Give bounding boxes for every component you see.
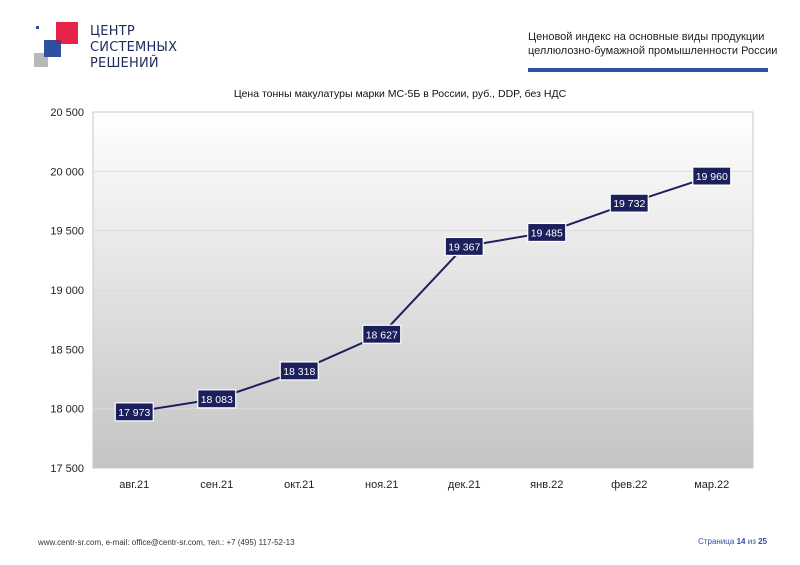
data-label-text: 18 318 (283, 366, 315, 378)
page-of: из (747, 537, 756, 546)
logo-overlap (56, 40, 61, 44)
page-indicator: Страница 14 из 25 (698, 537, 767, 546)
data-point-label: 19 732 (609, 193, 649, 213)
data-label-text: 19 367 (448, 241, 480, 253)
data-label-box (444, 236, 484, 257)
data-point-label: 19 485 (527, 222, 567, 243)
company-logo: ЦЕНТР СИСТЕМНЫХ РЕШЕНИЙ (34, 22, 184, 77)
data-label-text: 18 627 (366, 329, 398, 341)
report-heading: Ценовой индекс на основные виды продукци… (528, 30, 778, 58)
data-point-label: 17 973 (114, 402, 154, 422)
x-tick-label: авг.21 (119, 479, 149, 491)
page-total: 25 (758, 537, 767, 546)
page-current: 14 (736, 537, 746, 546)
logo-red-square (56, 22, 78, 44)
footer-contacts: www.centr-sr.com, e-mail: office@centr-s… (38, 538, 295, 547)
logo-line-2: СИСТЕМНЫХ (90, 40, 178, 55)
data-label-box (609, 193, 649, 213)
report-heading-line-1: Ценовой индекс на основные виды продукци… (528, 31, 765, 43)
data-point-label: 18 083 (197, 389, 237, 409)
data-point-label: 19 367 (444, 236, 484, 257)
data-label-box (362, 324, 402, 344)
data-point-label: 19 960 (692, 166, 732, 186)
data-label-box (692, 166, 732, 186)
header-accent-bar (528, 68, 768, 72)
page-word: Страница (698, 537, 735, 546)
data-labels-group: 17 973 18 083 18 318 18 627 19 367 19 485 19 7… (114, 166, 732, 422)
y-tick-label: 18 500 (50, 344, 84, 356)
report-heading-line-2: целлюлозно-бумажной промышленности Росси… (528, 45, 778, 57)
y-tick-label: 18 000 (50, 404, 84, 416)
logo-text: ЦЕНТР СИСТЕМНЫХ РЕШЕНИЙ (90, 24, 177, 72)
y-axis-ticks: 17 500 18 000 18 500 19 000 19 500 20 000 20 5… (50, 107, 84, 475)
y-tick-label: 19 500 (50, 226, 84, 238)
x-tick-label: окт.21 (284, 479, 314, 491)
data-label-box (279, 361, 319, 381)
logo-dot (36, 26, 39, 29)
x-tick-label: мар.22 (694, 479, 729, 491)
y-tick-label: 20 500 (50, 107, 84, 119)
data-point-label: 18 627 (362, 324, 402, 344)
data-label-text: 19 732 (613, 198, 645, 210)
y-tick-label: 19 000 (50, 285, 84, 297)
x-tick-label: янв.22 (530, 479, 563, 491)
logo-line-1: ЦЕНТР (90, 24, 135, 39)
y-tick-label: 17 500 (50, 463, 84, 475)
data-point-label: 18 318 (279, 361, 319, 381)
data-label-box (114, 402, 154, 422)
x-tick-label: ноя.21 (365, 479, 398, 491)
data-label-text: 17 973 (118, 407, 150, 419)
logo-mark-icon (34, 22, 78, 67)
x-tick-label: дек.21 (448, 479, 481, 491)
data-label-box (527, 222, 567, 243)
data-label-text: 19 960 (696, 171, 728, 183)
logo-line-3: РЕШЕНИЙ (90, 56, 159, 71)
data-label-box (197, 389, 237, 409)
chart-title: Цена тонны макулатуры марки МС-5Б в Росс… (233, 88, 567, 100)
data-label-text: 18 083 (201, 394, 233, 406)
x-tick-label: фев.22 (611, 479, 647, 491)
x-tick-label: сен.21 (200, 479, 233, 491)
x-axis-ticks: авг.21 сен.21 окт.21 ноя.21 дек.21 янв.22 фев.… (119, 479, 729, 491)
data-label-text: 19 485 (531, 227, 563, 239)
y-tick-label: 20 000 (50, 166, 84, 178)
logo-blue-square (44, 40, 61, 57)
